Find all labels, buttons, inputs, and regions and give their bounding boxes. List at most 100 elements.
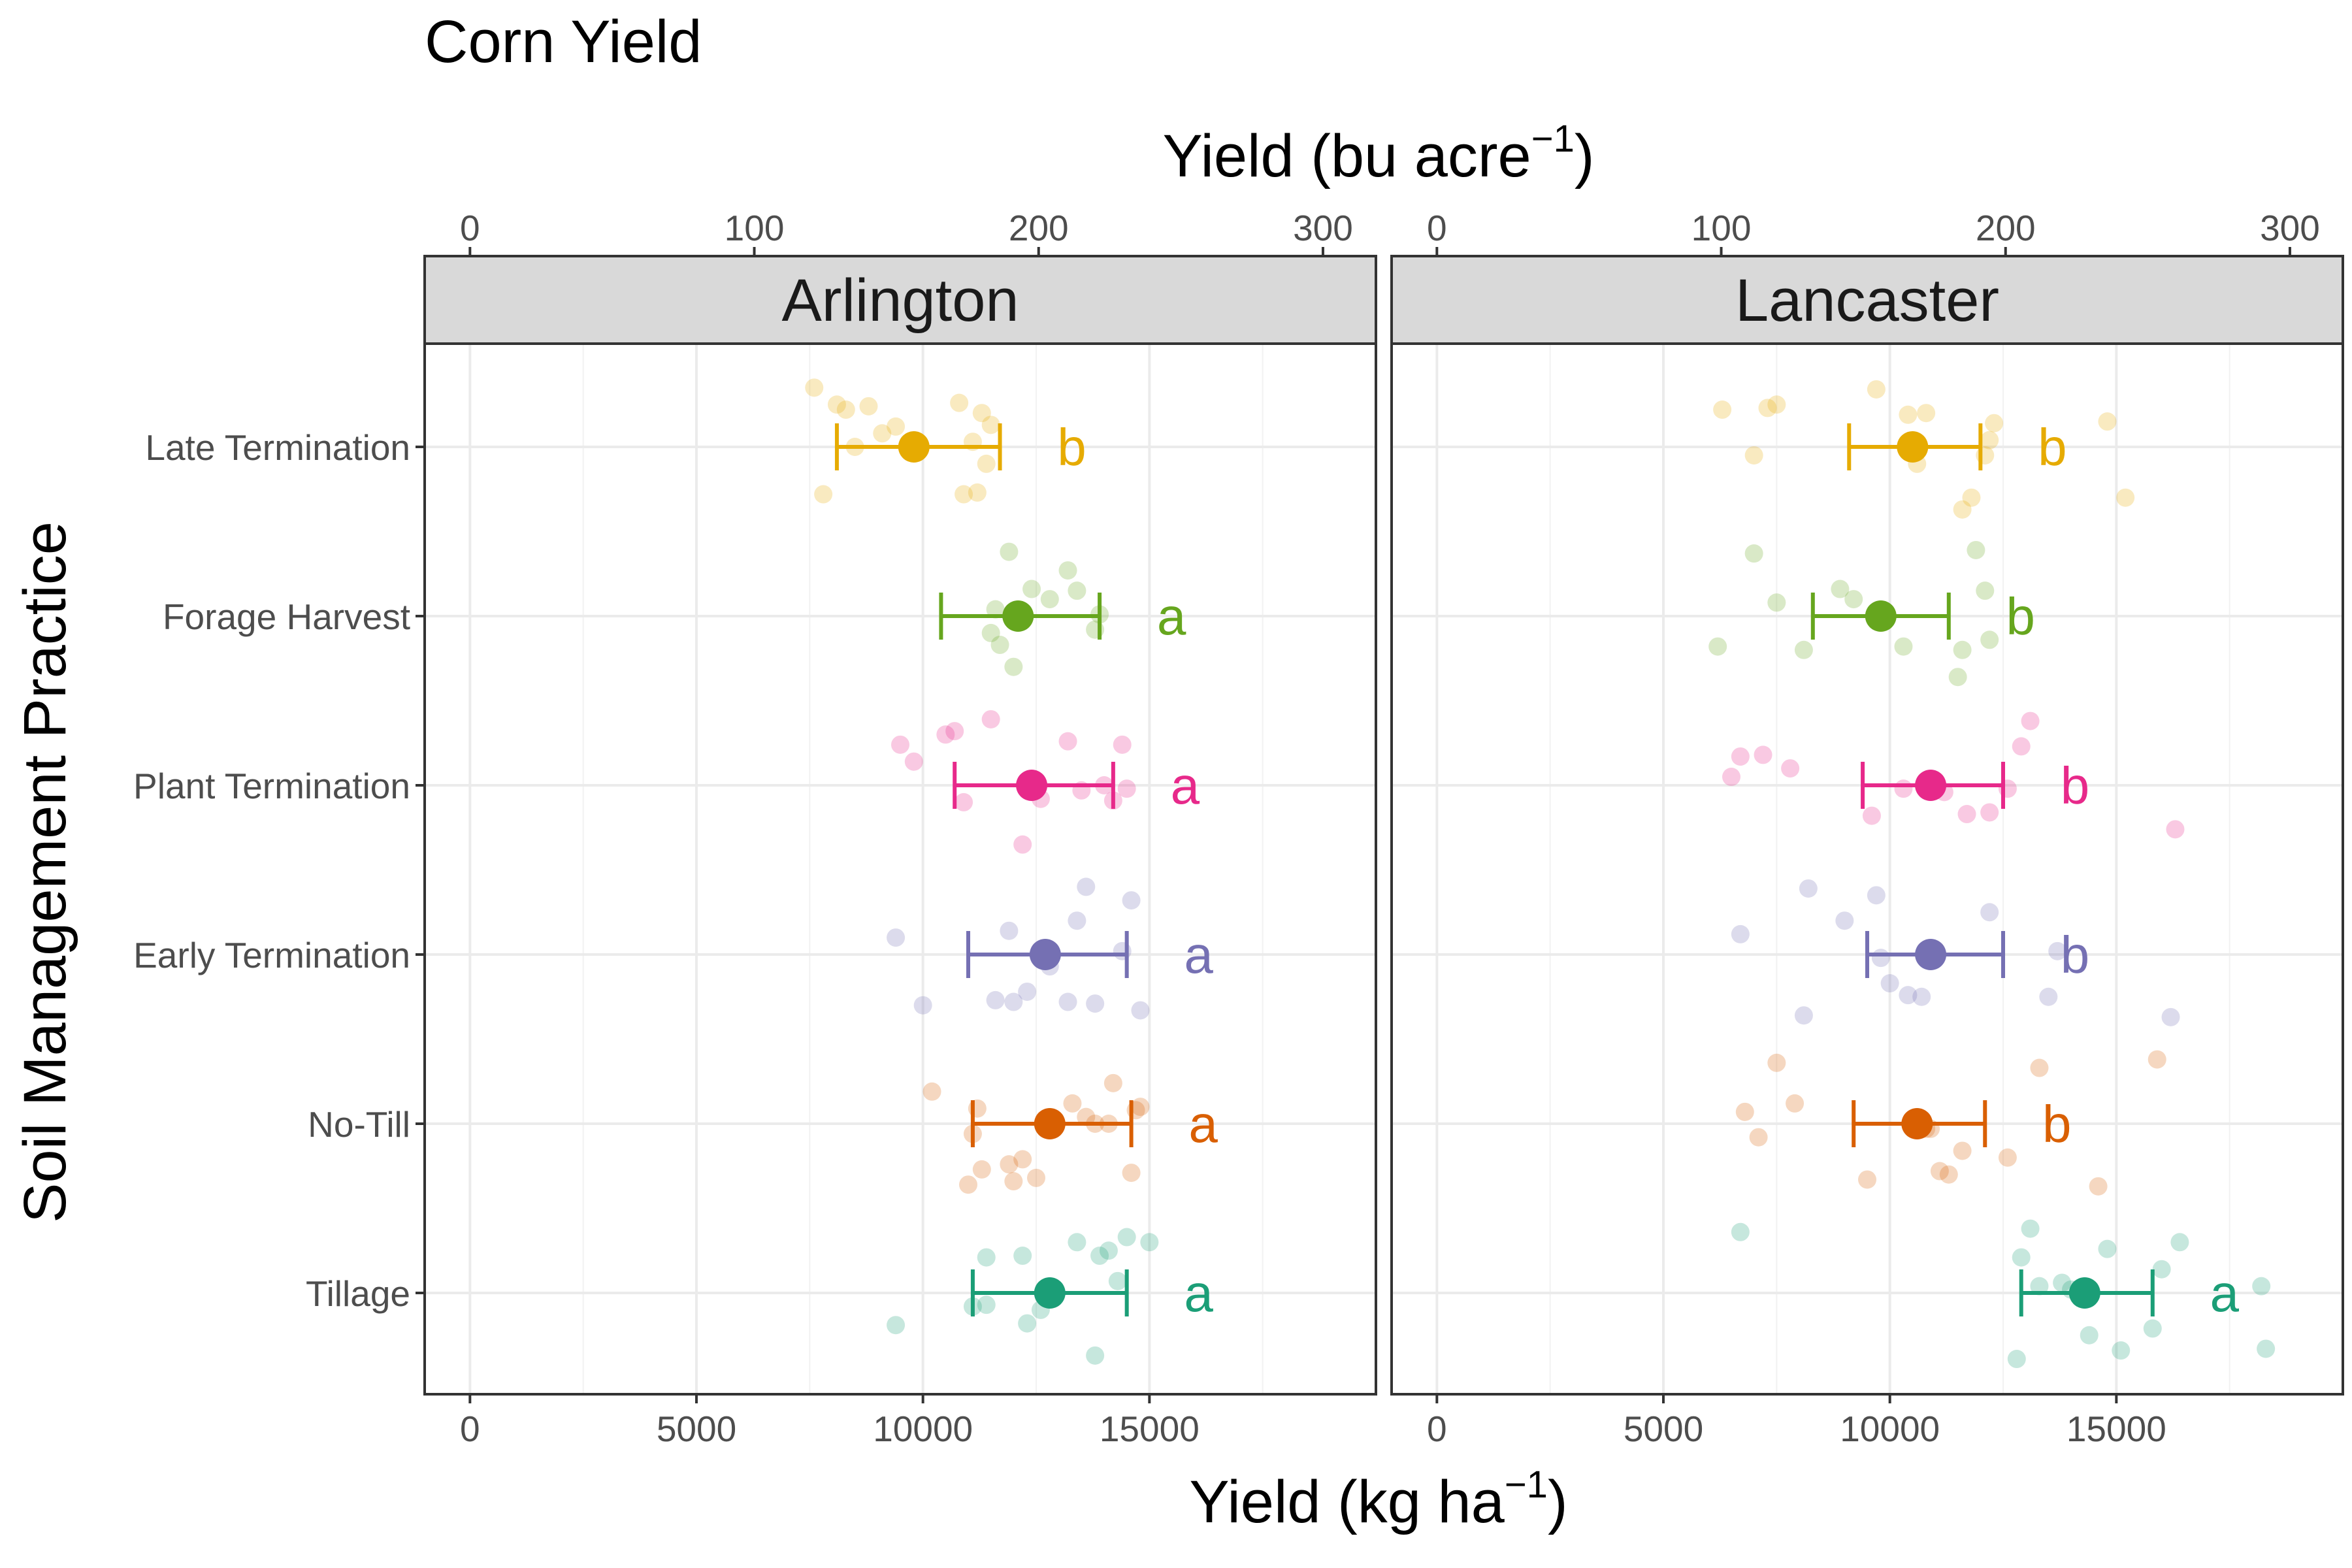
- arlington-point-early-termination: [1058, 992, 1077, 1011]
- lancaster-point-forage-harvest: [1894, 637, 1913, 656]
- arlington-point-no-till: [1000, 1155, 1019, 1174]
- lancaster-point-early-termination: [1912, 987, 1931, 1006]
- lancaster-point-no-till: [1998, 1148, 2017, 1167]
- arlington-letter-late-termination: b: [1057, 418, 1086, 476]
- lancaster-bottom-tick-label: 15000: [2066, 1409, 2166, 1449]
- lancaster-point-plant-termination: [1781, 759, 1800, 778]
- lancaster-point-plant-termination: [1862, 806, 1881, 825]
- lancaster-point-plant-termination: [1957, 805, 1976, 824]
- lancaster-point-forage-harvest: [1831, 580, 1850, 598]
- arlington-point-plant-termination: [981, 710, 1000, 728]
- lancaster-point-forage-harvest: [1844, 590, 1863, 609]
- arlington-point-tillage: [977, 1296, 996, 1315]
- lancaster-letter-forage-harvest: b: [2006, 587, 2036, 645]
- lancaster-point-early-termination: [1899, 986, 1918, 1005]
- lancaster-point-late-termination: [1744, 446, 1763, 465]
- top-axis-title: Yield (bu acre−1): [1163, 118, 1595, 189]
- arlington-point-tillage: [1117, 1228, 1136, 1247]
- lancaster-point-early-termination: [1980, 903, 1999, 922]
- lancaster-point-early-termination: [1880, 974, 1899, 993]
- arlington-point-plant-termination: [891, 735, 909, 754]
- lancaster-plot-area: [1392, 344, 2343, 1394]
- lancaster-point-tillage: [2252, 1277, 2271, 1296]
- chart-title: Corn Yield: [425, 8, 702, 75]
- arlington-point-early-termination: [1122, 891, 1141, 910]
- arlington-point-forage-harvest: [1068, 581, 1086, 600]
- lancaster-point-late-termination: [1962, 488, 1981, 507]
- arlington-point-plant-termination: [1113, 735, 1132, 754]
- lancaster-point-late-termination: [1767, 395, 1786, 414]
- lancaster-point-plant-termination: [1894, 779, 1913, 798]
- lancaster-point-early-termination: [2048, 941, 2067, 960]
- lancaster-bottom-tick-label: 5000: [1624, 1409, 1703, 1449]
- lancaster-point-plant-termination: [1754, 745, 1772, 764]
- lancaster-point-early-termination: [2039, 987, 2058, 1006]
- arlington-point-late-termination: [859, 397, 878, 416]
- lancaster-point-tillage: [2007, 1350, 2026, 1369]
- lancaster-point-tillage: [2021, 1219, 2040, 1238]
- arlington-point-forage-harvest: [1058, 561, 1077, 580]
- arlington-point-late-termination: [814, 485, 833, 504]
- lancaster-letter-no-till: b: [2042, 1095, 2072, 1153]
- lancaster-point-late-termination: [2116, 488, 2135, 507]
- arlington-point-early-termination: [1000, 921, 1019, 940]
- lancaster-mean-tillage: [2068, 1277, 2100, 1309]
- arlington-point-forage-harvest: [981, 623, 1000, 642]
- y-tick-label-no-till: No-Till: [308, 1104, 410, 1145]
- lancaster-point-plant-termination: [1722, 768, 1740, 787]
- arlington-letter-no-till: a: [1188, 1095, 1218, 1153]
- bottom-axis-title: Yield (kg ha−1): [1189, 1463, 1567, 1535]
- arlington-point-forage-harvest: [986, 600, 1005, 619]
- arlington-point-late-termination: [981, 416, 1000, 434]
- arlington-point-forage-harvest: [990, 636, 1009, 655]
- arlington-point-late-termination: [972, 404, 991, 423]
- lancaster-point-forage-harvest: [1980, 630, 1999, 649]
- lancaster-point-tillage: [2053, 1273, 2072, 1292]
- lancaster-strip-label: Lancaster: [1735, 267, 1999, 334]
- arlington-point-tillage: [977, 1248, 996, 1267]
- arlington-letter-forage-harvest: a: [1157, 587, 1186, 645]
- lancaster-point-forage-harvest: [1953, 640, 1972, 659]
- lancaster-bottom-tick-label: 0: [1427, 1409, 1447, 1449]
- lancaster-mean-early-termination: [1915, 939, 1947, 970]
- arlington-point-no-till: [1063, 1094, 1082, 1113]
- arlington-point-no-till: [923, 1082, 941, 1101]
- lancaster-point-tillage: [2080, 1326, 2099, 1345]
- lancaster-point-late-termination: [1867, 380, 1886, 399]
- arlington-point-no-till: [972, 1160, 991, 1179]
- arlington-mean-no-till: [1034, 1108, 1066, 1139]
- arlington-point-late-termination: [827, 395, 846, 414]
- lancaster-point-tillage: [2143, 1319, 2162, 1338]
- arlington-point-no-till: [1027, 1168, 1045, 1187]
- arlington-point-late-termination: [950, 393, 969, 412]
- lancaster-letter-late-termination: b: [2038, 418, 2067, 476]
- lancaster-point-no-till: [1953, 1141, 1972, 1160]
- y-tick-label-forage-harvest: Forage Harvest: [163, 596, 410, 637]
- lancaster-point-forage-harvest: [1976, 581, 1995, 600]
- arlington-point-no-till: [1122, 1164, 1141, 1183]
- arlington-point-late-termination: [887, 417, 906, 436]
- arlington-point-forage-harvest: [1000, 542, 1019, 561]
- arlington-point-early-termination: [986, 990, 1005, 1009]
- arlington-mean-late-termination: [898, 431, 930, 463]
- arlington-point-plant-termination: [1117, 779, 1136, 798]
- arlington-point-late-termination: [968, 483, 987, 502]
- arlington-point-tillage: [1013, 1247, 1032, 1266]
- lancaster-point-early-termination: [1871, 949, 1890, 968]
- arlington-mean-forage-harvest: [1002, 600, 1034, 632]
- y-tick-label-tillage: Tillage: [306, 1273, 410, 1314]
- lancaster-point-tillage: [2030, 1277, 2049, 1296]
- lancaster-letter-early-termination: b: [2061, 926, 2090, 984]
- arlington-point-tillage: [1140, 1233, 1159, 1252]
- arlington-point-no-till: [1131, 1098, 1150, 1117]
- arlington-point-late-termination: [805, 378, 824, 397]
- arlington-point-early-termination: [1077, 877, 1096, 896]
- lancaster-point-plant-termination: [1980, 803, 1999, 822]
- lancaster-top-tick-label: 200: [1976, 208, 2036, 248]
- lancaster-point-tillage: [2012, 1248, 2031, 1267]
- arlington-point-late-termination: [873, 424, 892, 443]
- lancaster-mean-late-termination: [1897, 431, 1929, 463]
- arlington-point-plant-termination: [945, 722, 964, 741]
- arlington-point-forage-harvest: [1040, 590, 1059, 609]
